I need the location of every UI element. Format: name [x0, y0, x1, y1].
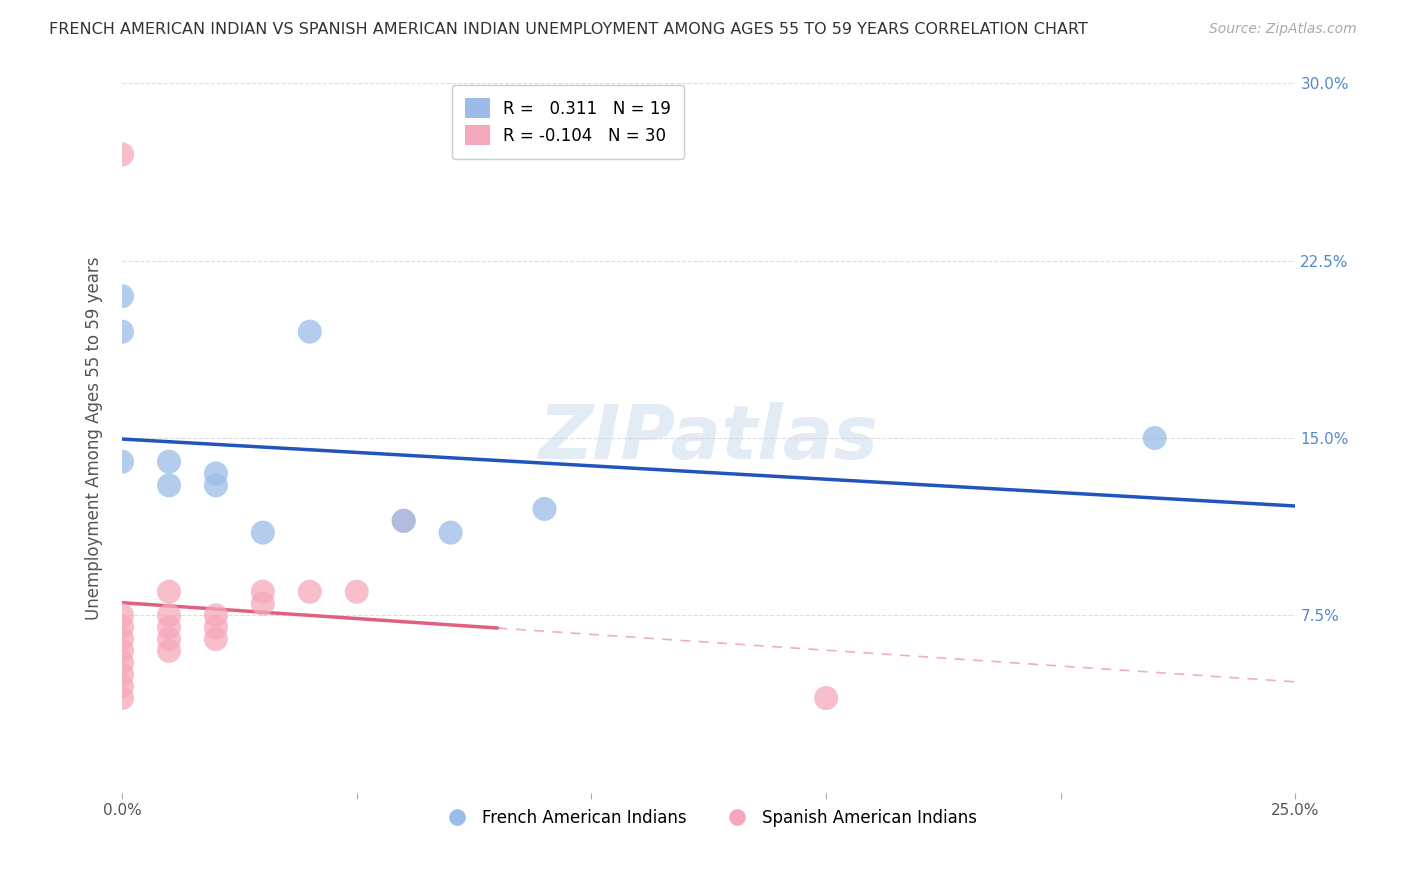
Point	[111, 325, 134, 339]
Point	[111, 620, 134, 634]
Point	[252, 525, 274, 540]
Point	[111, 455, 134, 469]
Point	[252, 584, 274, 599]
Point	[111, 667, 134, 681]
Point	[111, 644, 134, 658]
Point	[157, 608, 180, 623]
Point	[157, 455, 180, 469]
Y-axis label: Unemployment Among Ages 55 to 59 years: Unemployment Among Ages 55 to 59 years	[86, 256, 103, 620]
Point	[157, 478, 180, 492]
Point	[439, 525, 461, 540]
Point	[111, 679, 134, 693]
Point	[815, 691, 838, 706]
Point	[392, 514, 415, 528]
Point	[205, 467, 228, 481]
Point	[205, 632, 228, 646]
Point	[298, 584, 321, 599]
Point	[205, 478, 228, 492]
Point	[205, 608, 228, 623]
Point	[346, 584, 368, 599]
Point	[533, 502, 555, 516]
Point	[205, 620, 228, 634]
Point	[298, 325, 321, 339]
Text: Source: ZipAtlas.com: Source: ZipAtlas.com	[1209, 22, 1357, 37]
Point	[157, 584, 180, 599]
Point	[157, 620, 180, 634]
Point	[392, 514, 415, 528]
Point	[111, 608, 134, 623]
Point	[111, 632, 134, 646]
Text: ZIPatlas: ZIPatlas	[538, 401, 879, 475]
Point	[157, 644, 180, 658]
Point	[252, 597, 274, 611]
Point	[1143, 431, 1166, 445]
Legend: French American Indians, Spanish American Indians: French American Indians, Spanish America…	[434, 803, 984, 834]
Point	[111, 289, 134, 303]
Point	[157, 632, 180, 646]
Point	[111, 691, 134, 706]
Point	[111, 656, 134, 670]
Text: FRENCH AMERICAN INDIAN VS SPANISH AMERICAN INDIAN UNEMPLOYMENT AMONG AGES 55 TO : FRENCH AMERICAN INDIAN VS SPANISH AMERIC…	[49, 22, 1088, 37]
Point	[111, 147, 134, 161]
